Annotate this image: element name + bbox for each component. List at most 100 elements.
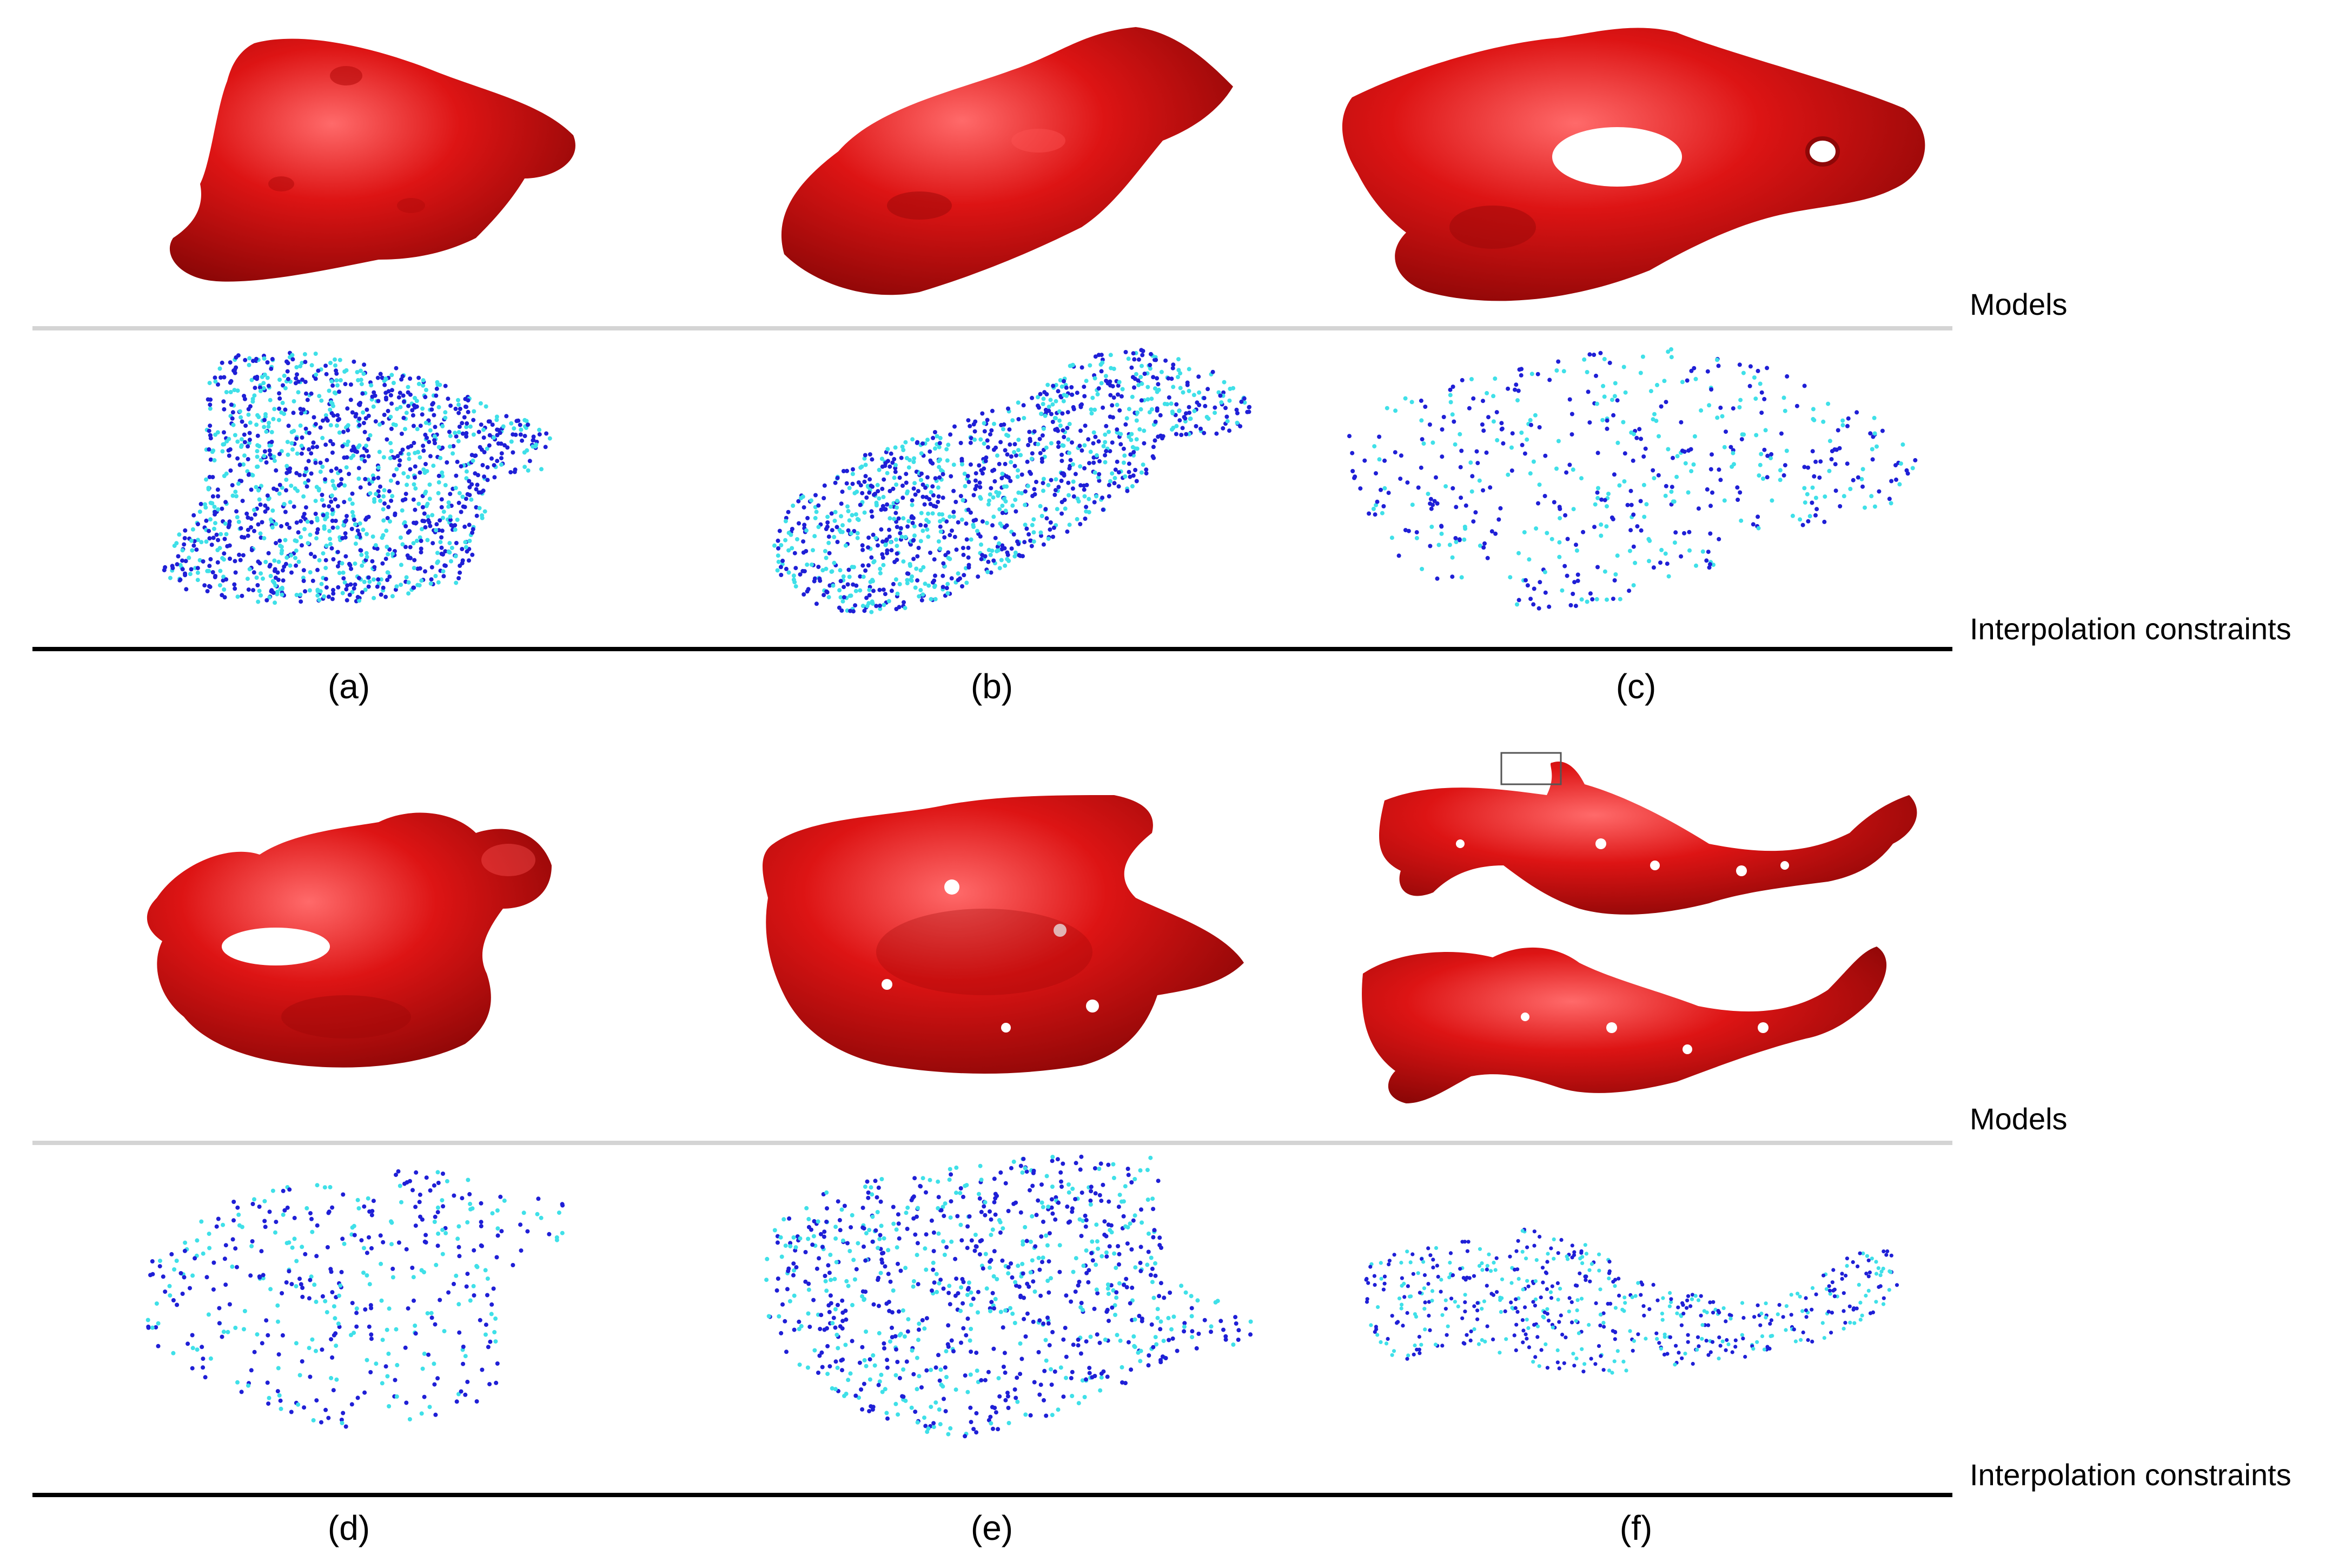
constraint-point <box>324 372 329 376</box>
constraint-point <box>1145 397 1150 402</box>
constraint-point <box>1804 1308 1808 1313</box>
constraint-point <box>294 1284 299 1289</box>
constraint-point <box>1030 1183 1035 1188</box>
constraint-point <box>845 468 849 473</box>
constraint-point <box>314 1299 319 1304</box>
constraint-point <box>1493 531 1498 536</box>
constraint-point <box>1036 1198 1041 1203</box>
constraint-point <box>826 1263 831 1268</box>
constraint-point <box>1092 376 1097 381</box>
constraint-point <box>1465 1249 1469 1253</box>
constraint-point <box>1144 471 1149 476</box>
constraint-point <box>1622 479 1627 484</box>
constraint-point <box>1097 459 1102 464</box>
constraint-point <box>422 1270 426 1275</box>
constraint-point <box>1371 506 1376 511</box>
constraint-point <box>1107 1319 1111 1324</box>
constraint-point <box>1534 1258 1539 1262</box>
constraint-point <box>228 468 233 473</box>
constraint-point <box>1076 1337 1081 1342</box>
constraint-point <box>318 425 323 430</box>
constraint-point <box>830 1321 835 1326</box>
constraint-point <box>1158 1327 1163 1332</box>
constraint-point <box>918 1183 923 1188</box>
constraint-point <box>280 592 284 597</box>
constraint-point <box>832 1276 837 1281</box>
constraint-point <box>1611 1329 1615 1333</box>
constraint-point <box>407 1417 412 1421</box>
constraint-point <box>920 1318 925 1322</box>
constraint-point <box>878 606 883 611</box>
constraint-point <box>1100 360 1105 365</box>
constraint-point <box>177 532 182 537</box>
constraint-point <box>814 1266 819 1271</box>
constraint-point <box>394 366 399 371</box>
constraint-point <box>1059 479 1064 483</box>
constraint-point <box>1831 1268 1836 1272</box>
constraint-point <box>245 577 250 581</box>
constraint-point <box>887 488 892 493</box>
constraint-point <box>1575 572 1580 577</box>
constraint-point <box>887 464 892 469</box>
constraint-point <box>978 485 983 489</box>
constraint-point <box>443 483 448 487</box>
constraint-point <box>1124 1285 1129 1289</box>
constraint-point <box>1050 420 1055 424</box>
constraint-point <box>923 581 928 586</box>
constraint-point <box>1392 1253 1396 1257</box>
constraint-point <box>1036 395 1040 400</box>
constraint-point <box>1700 1337 1704 1341</box>
constraint-point <box>926 1426 931 1431</box>
constraint-point <box>1038 1293 1043 1298</box>
constraint-point <box>1589 1357 1593 1361</box>
constraint-point <box>1150 1266 1155 1271</box>
constraint-point <box>896 1221 901 1226</box>
constraint-point <box>493 1316 498 1321</box>
constraint-point <box>479 422 484 427</box>
constraint-point <box>357 423 362 427</box>
constraint-point <box>1380 511 1385 515</box>
constraint-point <box>1574 542 1578 547</box>
constraint-point <box>1133 468 1138 472</box>
constraint-point <box>284 1280 289 1285</box>
constraint-point <box>825 520 830 525</box>
constraint-point <box>826 534 831 539</box>
constraint-point <box>1374 502 1379 507</box>
constraint-point <box>1469 489 1474 494</box>
constraint-point <box>1848 1320 1852 1325</box>
constraint-point <box>1874 1300 1878 1304</box>
constraint-point <box>1390 1314 1394 1318</box>
constraint-point <box>1110 403 1115 408</box>
constraint-point <box>1087 1366 1092 1371</box>
constraint-point <box>1449 1296 1454 1301</box>
constraint-point <box>309 1274 314 1279</box>
constraint-point <box>329 468 334 473</box>
constraint-point <box>952 424 957 429</box>
constraint-point <box>328 541 333 546</box>
constraint-point <box>464 469 469 474</box>
constraint-point <box>817 1353 822 1358</box>
constraint-point <box>1406 1284 1410 1288</box>
constraint-point <box>1554 368 1559 373</box>
constraint-point <box>381 507 386 512</box>
constraint-point <box>1084 1248 1089 1253</box>
constraint-point <box>1005 1394 1010 1399</box>
constraint-point <box>207 564 212 568</box>
constraint-point <box>354 1324 359 1329</box>
constraint-point <box>216 1216 221 1221</box>
constraint-point <box>1171 1314 1176 1319</box>
constraint-point <box>1640 1282 1645 1287</box>
constraint-point <box>439 497 444 502</box>
constraint-point <box>1571 507 1576 512</box>
constraint-point <box>262 536 267 541</box>
constraint-point <box>1077 444 1082 448</box>
constraint-point <box>1848 487 1853 491</box>
constraint-point <box>299 411 304 416</box>
constraint-point <box>1525 437 1529 442</box>
constraint-point <box>484 1322 488 1327</box>
constraint-point <box>1106 1222 1111 1227</box>
constraint-point <box>492 463 496 468</box>
constraint-point <box>892 517 897 521</box>
constraint-point <box>282 1208 287 1213</box>
constraint-point <box>481 427 486 432</box>
